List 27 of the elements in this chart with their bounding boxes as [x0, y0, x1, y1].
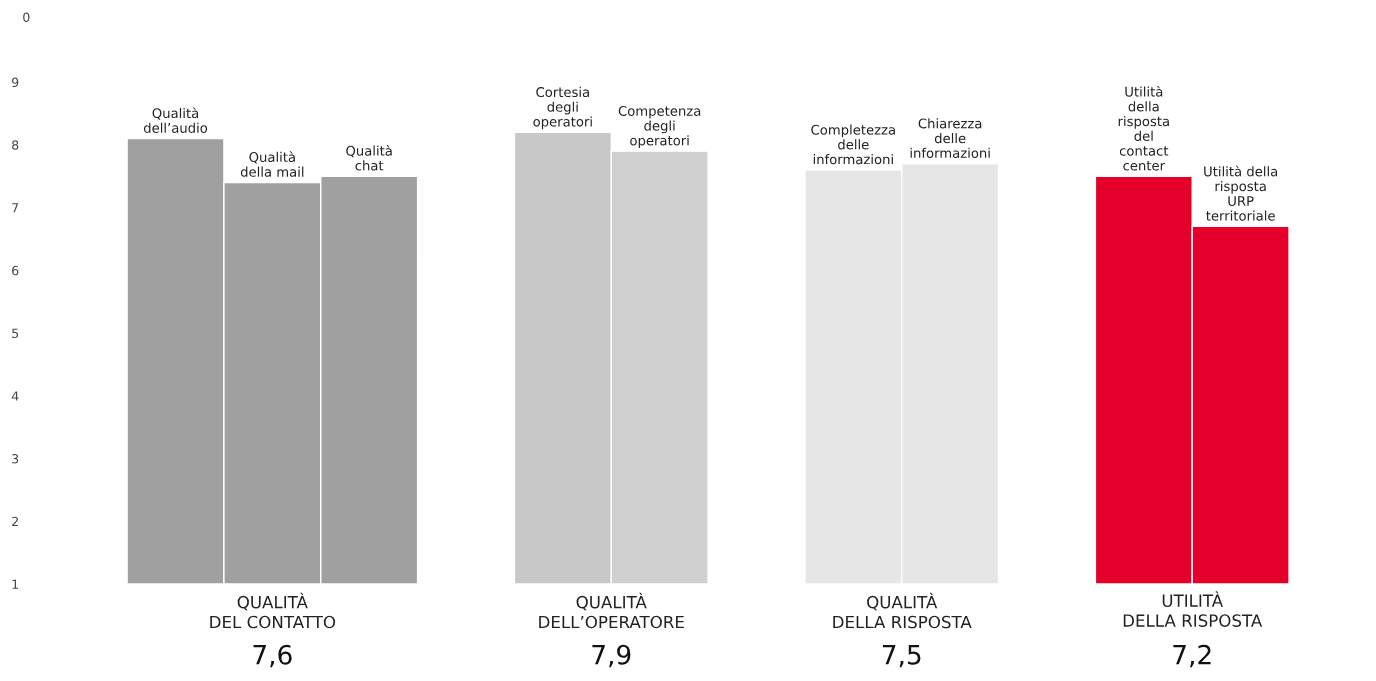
x-tick-label: Utilità della risposta URP territoriale [1204, 165, 1278, 221]
y-tick-label: 4 [11, 391, 19, 401]
text: 7,6 [253, 644, 292, 668]
x-tick-label: Competenza degli operatori [618, 105, 701, 148]
x-tick-label: Chiarezza delle informazioni [910, 118, 990, 158]
y-tick-label: 8 [12, 140, 19, 150]
x-tick-label: Cortesia degli operatori [533, 86, 592, 130]
text: QUALITÀ DEL CONTATTO [210, 592, 336, 629]
x-tick-label: Qualità dell’audio [143, 107, 208, 133]
x-tick-label: Utilità della risposta del contact center [1118, 85, 1169, 171]
y-tick-label: 2 [12, 516, 18, 527]
x-tick-label: Qualità della mail [240, 151, 304, 177]
text: UTILITÀ DELLA RISPOSTA [1123, 591, 1263, 627]
text: QUALITÀ DELLA RISPOSTA [833, 592, 972, 629]
y-tick-label: 9 [11, 77, 19, 88]
text: 0 [23, 12, 30, 23]
y-tick-label: 6 [12, 265, 19, 276]
text: 7,9 [592, 644, 631, 668]
y-tick-label: 3 [12, 454, 19, 464]
text: 7,5 [882, 645, 921, 668]
y-tick-label: 5 [12, 328, 19, 338]
text: 7,2 [1173, 644, 1211, 668]
x-tick-label: Qualità chat [346, 145, 392, 171]
y-tick-label: 1 [12, 579, 19, 589]
x-tick-label: Completezza delle informazioni [811, 124, 895, 165]
text: QUALITÀ DELL’OPERATORE [539, 592, 684, 629]
y-tick-label: 7 [12, 203, 19, 213]
